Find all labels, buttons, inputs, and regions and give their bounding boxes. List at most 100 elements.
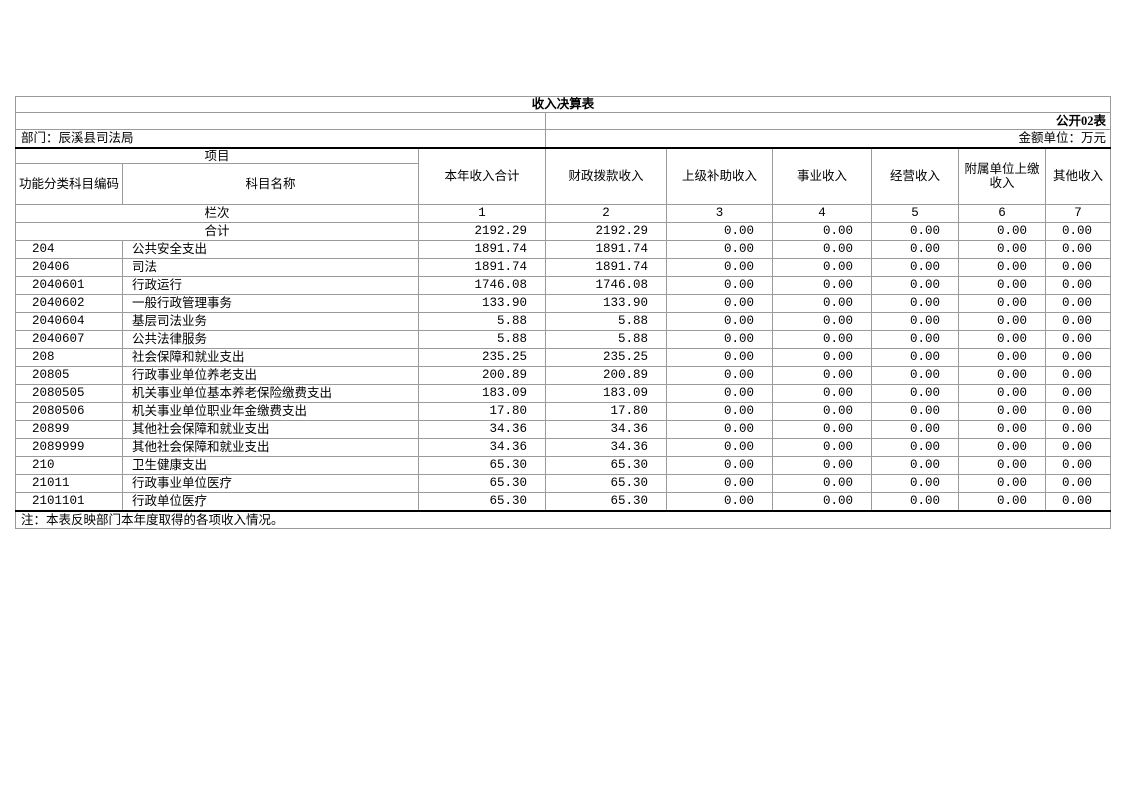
table-row: 204 公共安全支出 1891.74 1891.74 0.00 0.00 0.00 0.00 0…: [15, 240, 1112, 259]
value-cell: 0.00: [871, 366, 959, 385]
value-cell: 0.00: [958, 222, 1046, 241]
value-cell: 65.30: [418, 492, 546, 512]
value-cell: 0.00: [666, 294, 773, 313]
value-cell: 0.00: [666, 438, 773, 457]
value-cell: 0.00: [1044, 492, 1112, 512]
subject-code-cell: 2080506: [15, 402, 123, 421]
column-index-row: 栏次 1 2 3 4 5 6 7: [15, 204, 1112, 223]
value-cell: 0.00: [772, 294, 872, 313]
value-cell: 0.00: [958, 348, 1046, 367]
subject-name-cell: 行政运行: [122, 276, 419, 295]
subject-code-cell: 2089999: [15, 438, 123, 457]
column-index-3: 3: [666, 204, 773, 223]
public-row-spacer: [15, 112, 546, 130]
value-cell: 1891.74: [545, 258, 667, 277]
table-row: 2080506 机关事业单位职业年金缴费支出 17.80 17.80 0.00 0.00 0…: [15, 402, 1112, 421]
column-header-fiscal-grant: 财政拨款收入: [545, 147, 667, 205]
value-cell: 0.00: [772, 492, 872, 512]
subject-name-cell: 一般行政管理事务: [122, 294, 419, 313]
value-cell: 0.00: [871, 402, 959, 421]
value-cell: 0.00: [871, 420, 959, 439]
value-cell: 0.00: [1044, 330, 1112, 349]
value-cell: 0.00: [772, 456, 872, 475]
column-header-affiliate-remittance: 附属单位上缴收入: [958, 147, 1046, 205]
table-body: 合计 2192.29 2192.29 0.00 0.00 0.00 0.00 0.00 204 公…: [15, 222, 1112, 512]
value-cell: 34.36: [418, 438, 546, 457]
value-cell: 1746.08: [418, 276, 546, 295]
value-cell: 0.00: [958, 402, 1046, 421]
value-cell: 183.09: [545, 384, 667, 403]
value-cell: 235.25: [545, 348, 667, 367]
value-cell: 0.00: [1044, 438, 1112, 457]
value-cell: 0.00: [666, 240, 773, 259]
value-cell: 133.90: [545, 294, 667, 313]
subject-name-cell: 其他社会保障和就业支出: [122, 438, 419, 457]
value-cell: 1891.74: [545, 240, 667, 259]
value-cell: 0.00: [958, 276, 1046, 295]
value-cell: 2192.29: [545, 222, 667, 241]
value-cell: 0.00: [666, 258, 773, 277]
value-cell: 0.00: [958, 456, 1046, 475]
value-cell: 0.00: [958, 492, 1046, 512]
subject-code-cell: 2101101: [15, 492, 123, 512]
public-table-label: 公开02表: [544, 112, 1112, 130]
value-cell: 2192.29: [418, 222, 546, 241]
value-cell: 0.00: [666, 420, 773, 439]
subject-name-cell: 司法: [122, 258, 419, 277]
subject-code-cell: 204: [15, 240, 123, 259]
value-cell: 0.00: [1044, 420, 1112, 439]
value-cell: 0.00: [772, 222, 872, 241]
column-index-6: 6: [958, 204, 1046, 223]
subject-name-cell: 行政单位医疗: [122, 492, 419, 512]
column-header-total-income: 本年收入合计: [418, 147, 546, 205]
value-cell: 65.30: [418, 474, 546, 493]
value-cell: 0.00: [871, 474, 959, 493]
value-cell: 0.00: [871, 348, 959, 367]
column-index-2: 2: [545, 204, 667, 223]
value-cell: 0.00: [958, 312, 1046, 331]
value-cell: 0.00: [772, 474, 872, 493]
table-row: 2040604 基层司法业务 5.88 5.88 0.00 0.00 0.00 0.00 0.0…: [15, 312, 1112, 331]
column-header-other-income: 其他收入: [1044, 147, 1112, 205]
column-index-4: 4: [772, 204, 872, 223]
subject-code-cell: 2040604: [15, 312, 123, 331]
value-cell: 34.36: [545, 438, 667, 457]
value-cell: 0.00: [772, 276, 872, 295]
project-header: 项目: [15, 147, 419, 164]
value-cell: 0.00: [871, 258, 959, 277]
subject-name-cell: 机关事业单位基本养老保险缴费支出: [122, 384, 419, 403]
value-cell: 183.09: [418, 384, 546, 403]
public-label-row: 公开02表: [15, 112, 1112, 130]
subject-header-row: 功能分类科目编码 科目名称: [15, 163, 1111, 205]
value-cell: 0.00: [871, 438, 959, 457]
page-title: 收入决算表: [14, 96, 1112, 113]
value-cell: 1891.74: [418, 258, 546, 277]
value-cell: 0.00: [958, 240, 1046, 259]
total-label-cell: 合计: [15, 222, 419, 241]
value-cell: 0.00: [958, 420, 1046, 439]
subject-code-cell: 21011: [15, 474, 123, 493]
subject-code-cell: 2040601: [15, 276, 123, 295]
subject-name-cell: 行政事业单位医疗: [122, 474, 419, 493]
value-cell: 0.00: [772, 402, 872, 421]
subject-code-cell: 210: [15, 456, 123, 475]
value-cell: 65.30: [545, 456, 667, 475]
table-row: 2040601 行政运行 1746.08 1746.08 0.00 0.00 0.00 0.0…: [15, 276, 1112, 295]
table-row: 20406 司法 1891.74 1891.74 0.00 0.00 0.00 0.00 0.0…: [15, 258, 1112, 277]
value-cell: 0.00: [871, 312, 959, 331]
value-cell: 1746.08: [545, 276, 667, 295]
value-cell: 0.00: [1044, 474, 1112, 493]
value-cell: 0.00: [666, 312, 773, 331]
subject-name-column-header: 科目名称: [122, 163, 419, 205]
value-cell: 0.00: [1044, 366, 1112, 385]
column-index-5: 5: [871, 204, 959, 223]
value-cell: 0.00: [958, 330, 1046, 349]
value-cell: 0.00: [1044, 240, 1112, 259]
value-cell: 0.00: [1044, 294, 1112, 313]
value-cell: 0.00: [871, 492, 959, 512]
value-cell: 0.00: [871, 384, 959, 403]
table-row: 2080505 机关事业单位基本养老保险缴费支出 183.09 183.09 0.00 0…: [15, 384, 1112, 403]
unit-label: 金额单位：万元: [544, 129, 1112, 149]
value-cell: 0.00: [958, 438, 1046, 457]
value-cell: 65.30: [418, 456, 546, 475]
